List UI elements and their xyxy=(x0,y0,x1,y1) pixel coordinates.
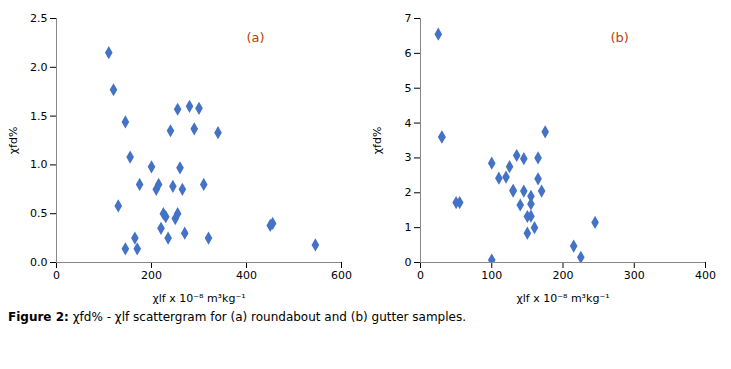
svg-text:400: 400 xyxy=(695,269,716,282)
svg-text:χfd%: χfd% xyxy=(7,127,20,155)
svg-text:100: 100 xyxy=(481,269,502,282)
svg-text:5: 5 xyxy=(405,82,412,95)
svg-text:6: 6 xyxy=(405,47,412,60)
svg-text:1: 1 xyxy=(405,221,412,234)
svg-text:4: 4 xyxy=(405,117,412,130)
svg-text:0.0: 0.0 xyxy=(30,256,48,269)
svg-text:1.0: 1.0 xyxy=(30,158,48,171)
svg-text:3: 3 xyxy=(405,151,412,164)
svg-text:400: 400 xyxy=(236,269,257,282)
svg-text:600: 600 xyxy=(331,269,352,282)
svg-text:2.0: 2.0 xyxy=(30,61,48,74)
svg-text:0: 0 xyxy=(405,256,412,269)
svg-text:(a): (a) xyxy=(247,30,265,45)
svg-text:χlf x 10⁻⁸ m³kg⁻¹: χlf x 10⁻⁸ m³kg⁻¹ xyxy=(152,292,245,305)
svg-text:200: 200 xyxy=(553,269,574,282)
svg-text:0: 0 xyxy=(53,269,60,282)
html-text:Figure 2: χfd% - χlf scattergr: Figure 2: χfd% - χlf scattergram for (a)… xyxy=(8,310,466,324)
svg-text:1.5: 1.5 xyxy=(30,110,48,123)
svg-text:7: 7 xyxy=(405,12,412,25)
svg-text:0.5: 0.5 xyxy=(30,207,48,220)
svg-text:0: 0 xyxy=(417,269,424,282)
svg-text:2.5: 2.5 xyxy=(30,12,48,25)
svg-text:χlf x 10⁻⁸ m³kg⁻¹: χlf x 10⁻⁸ m³kg⁻¹ xyxy=(516,292,609,305)
svg-text:2: 2 xyxy=(405,186,412,199)
svg-text:300: 300 xyxy=(624,269,645,282)
svg-text:(b): (b) xyxy=(611,30,629,45)
svg-text:χfd%: χfd% xyxy=(371,127,384,155)
svg-text:200: 200 xyxy=(141,269,162,282)
